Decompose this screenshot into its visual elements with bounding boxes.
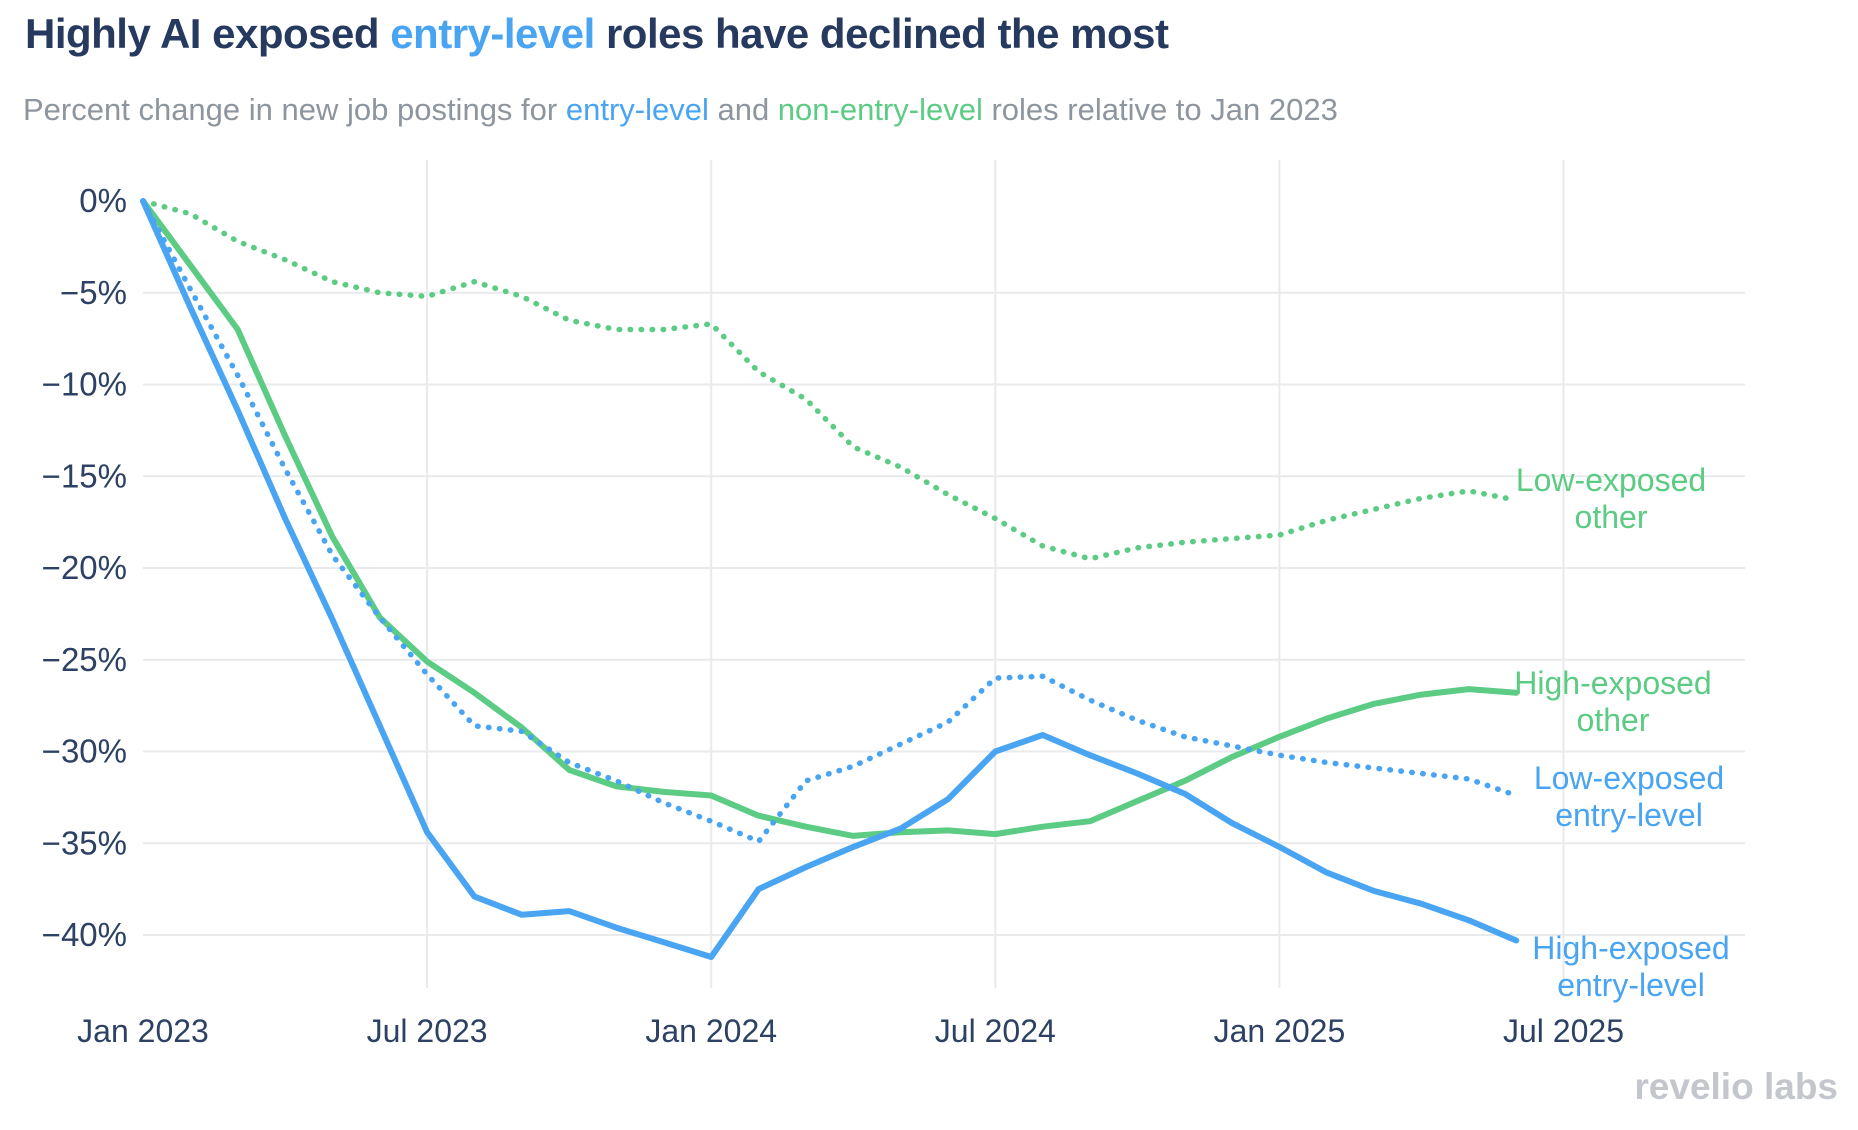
gridlines bbox=[143, 160, 1745, 988]
subtitle-part-5: roles relative to Jan 2023 bbox=[982, 92, 1338, 127]
y-tick-label: −10% bbox=[42, 366, 127, 403]
series-label-high-exposed-other: High-exposed bbox=[1514, 665, 1711, 701]
y-tick-label: −20% bbox=[42, 549, 127, 586]
series-label-high-exposed-other: other bbox=[1577, 702, 1650, 738]
subtitle-part-entry-level: entry-level bbox=[565, 92, 709, 127]
chart-title: Highly AI exposed entry-level roles have… bbox=[25, 10, 1169, 58]
x-tick-label: Jan 2025 bbox=[1214, 1013, 1346, 1049]
series-line-high-exposed-entry-level bbox=[140, 198, 1520, 960]
series-label-high-exposed-entry-level: High-exposed bbox=[1532, 930, 1729, 966]
title-part-1: Highly AI exposed bbox=[25, 10, 391, 57]
series-label-low-exposed-entry-level: entry-level bbox=[1555, 797, 1703, 833]
y-tick-label: −30% bbox=[42, 733, 127, 770]
y-tick-label: −35% bbox=[42, 824, 127, 861]
series-label-low-exposed-other: other bbox=[1575, 499, 1648, 535]
series-label-low-exposed-other: Low-exposed bbox=[1516, 462, 1706, 498]
chart-subtitle: Percent change in new job postings for e… bbox=[23, 92, 1338, 128]
series-lines bbox=[140, 198, 1520, 960]
x-tick-label: Jul 2025 bbox=[1503, 1013, 1624, 1049]
y-tick-label: −5% bbox=[60, 274, 127, 311]
series-end-labels: Low-exposedotherHigh-exposedotherLow-exp… bbox=[1514, 462, 1729, 1003]
series-line-high-exposed-other bbox=[140, 198, 1520, 839]
y-tick-label: −15% bbox=[42, 457, 127, 494]
x-tick-label: Jul 2024 bbox=[935, 1013, 1056, 1049]
series-label-high-exposed-entry-level: entry-level bbox=[1557, 967, 1705, 1003]
y-tick-label: −40% bbox=[42, 916, 127, 953]
revelio-labs-watermark: revelio labs bbox=[1634, 1066, 1838, 1107]
subtitle-part-1: Percent change in new job postings for bbox=[23, 92, 566, 127]
title-part-entry-level: entry-level bbox=[390, 10, 595, 57]
x-tick-label: Jul 2023 bbox=[367, 1013, 488, 1049]
y-axis-labels: 0% −5% −10% −15% −20% −25% −30% −35% −40% bbox=[42, 182, 127, 953]
series-line-low-exposed-other bbox=[140, 198, 1519, 562]
x-tick-label: Jan 2024 bbox=[645, 1013, 777, 1049]
series-line-low-exposed-entry-level bbox=[140, 198, 1519, 845]
subtitle-part-3: and bbox=[708, 92, 778, 127]
y-tick-label: −25% bbox=[42, 641, 127, 678]
y-tick-label: 0% bbox=[79, 182, 127, 219]
x-axis-labels: Jan 2023 Jul 2023 Jan 2024 Jul 2024 Jan 2025… bbox=[77, 1013, 1624, 1049]
subtitle-part-non-entry-level: non-entry-level bbox=[777, 92, 983, 127]
series-label-low-exposed-entry-level: Low-exposed bbox=[1534, 760, 1724, 796]
x-tick-label: Jan 2023 bbox=[77, 1013, 209, 1049]
title-part-3: roles have declined the most bbox=[594, 10, 1169, 57]
